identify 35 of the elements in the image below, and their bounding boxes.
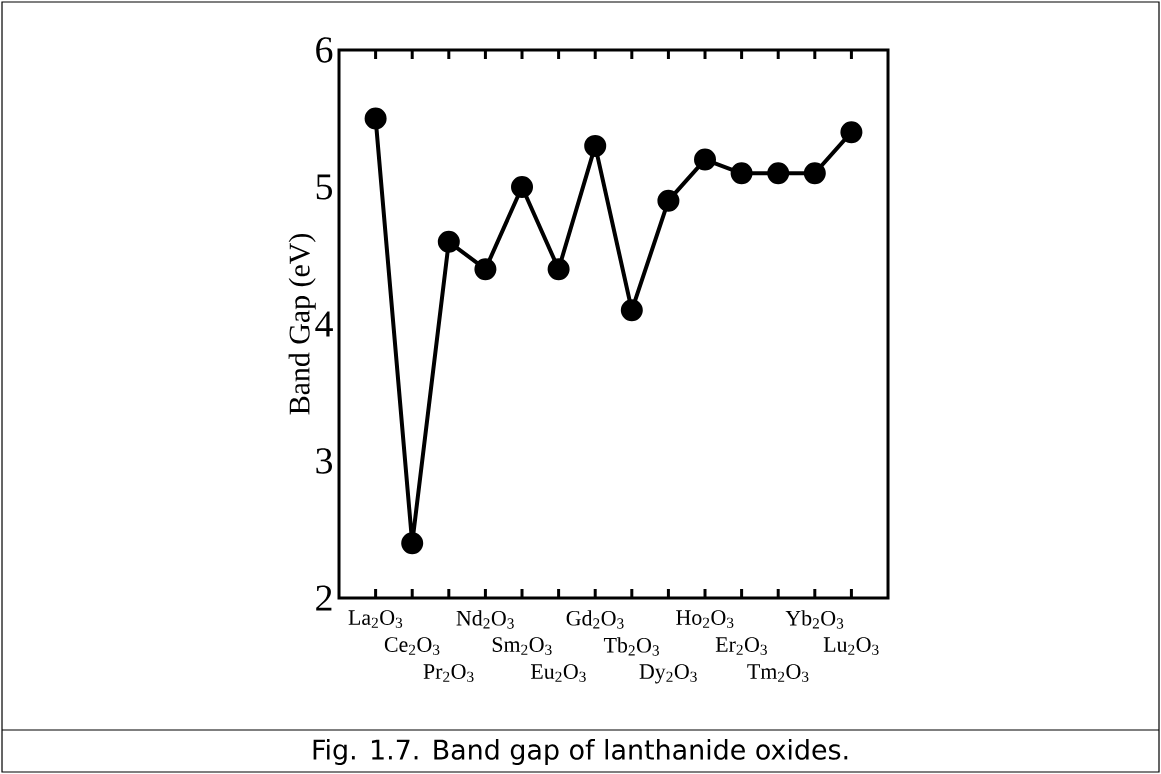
- point: [474, 258, 497, 281]
- x-tick-label: Pr$_{2}$O$_{3}$: [423, 664, 474, 682]
- y-tick-label: 5: [316, 174, 333, 200]
- y-tick-label: 3: [316, 448, 333, 474]
- point: [364, 107, 387, 130]
- y-tick-label: 2: [316, 585, 332, 611]
- caption: Fig. 1.7. Band gap of lanthanide oxides.: [313, 738, 848, 765]
- x-tick-label: Ce$_{2}$O$_{3}$: [384, 637, 440, 655]
- point: [584, 134, 607, 157]
- y-tick-label: 4: [315, 311, 333, 337]
- y-axis-title: Band Gap (eV): [288, 234, 316, 415]
- x-tick-label: La$_{2}$O$_{3}$: [348, 610, 403, 628]
- x-tick-label: Ho$_{2}$O$_{3}$: [676, 610, 734, 628]
- x-tick-label: Dy$_{2}$O$_{3}$: [639, 664, 697, 684]
- point: [401, 532, 424, 555]
- point: [840, 121, 863, 144]
- x-tick-label: Eu$_{2}$O$_{3}$: [530, 664, 586, 682]
- point: [547, 258, 570, 281]
- point: [730, 162, 753, 185]
- point: [694, 148, 717, 171]
- x-tick-label: Sm$_{2}$O$_{3}$: [492, 637, 552, 655]
- point: [620, 299, 643, 322]
- x-tick-label: Nd$_{2}$O$_{3}$: [456, 610, 514, 629]
- x-tick-label: Yb$_{2}$O$_{3}$: [785, 610, 844, 629]
- x-tick-label: Er$_{2}$O$_{3}$: [715, 637, 767, 655]
- y-tick-label: 6: [316, 37, 333, 63]
- x-tick-label: Lu$_{2}$O$_{3}$: [823, 637, 879, 655]
- point: [767, 162, 790, 185]
- x-tick-label: Tb$_{2}$O$_{3}$: [603, 637, 659, 656]
- x-tick-label: Tm$_{2}$O$_{3}$: [747, 664, 809, 682]
- point: [803, 162, 826, 185]
- point: [511, 175, 534, 198]
- point: [437, 230, 460, 253]
- x-tick-label: Gd$_{2}$O$_{3}$: [566, 610, 624, 629]
- point: [657, 189, 680, 212]
